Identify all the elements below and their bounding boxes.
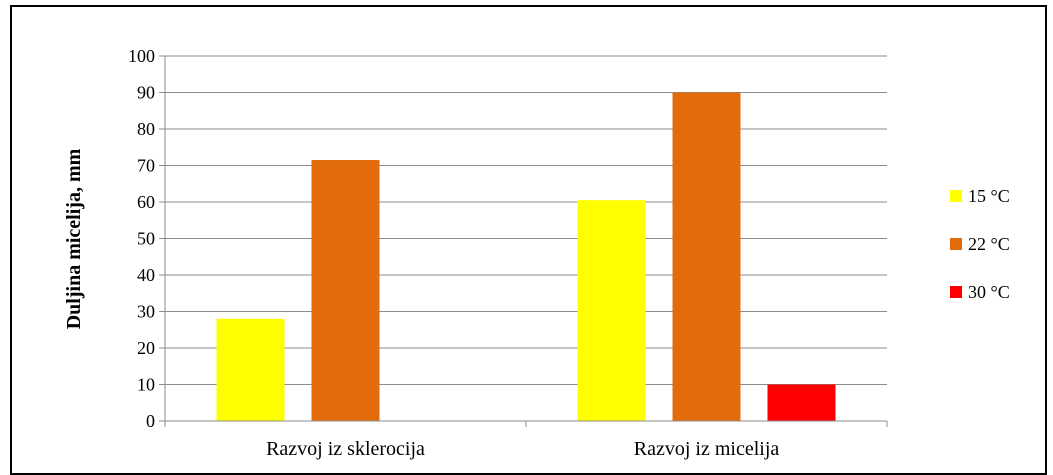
y-tick-label: 30 (137, 302, 155, 322)
legend: 15 °C 22 °C 30 °C (950, 186, 1010, 302)
y-tick-label: 70 (137, 156, 155, 176)
y-tick-label: 60 (137, 192, 155, 212)
x-axis: Razvoj iz sklerocija Razvoj iz micelija (164, 420, 888, 460)
y-tick-label: 80 (137, 119, 155, 139)
y-tick-label: 100 (128, 46, 155, 66)
chart-frame (10, 5, 1047, 475)
x-category-label: Razvoj iz micelija (634, 438, 780, 460)
y-tick-label: 10 (137, 375, 155, 395)
y-tick-label: 40 (137, 265, 155, 285)
legend-label: 22 °C (968, 234, 1010, 254)
y-axis-label: Duljina micelija, mm (63, 148, 85, 329)
y-tick-label: 50 (137, 229, 155, 249)
bars (216, 92, 836, 421)
bar-2-1 (311, 160, 380, 421)
bar-2-2 (672, 92, 741, 421)
y-tick-label: 20 (137, 338, 155, 358)
legend-label: 30 °C (968, 282, 1010, 302)
legend-label: 15 °C (968, 186, 1010, 206)
x-category-label: Razvoj iz sklerocija (266, 438, 425, 460)
gridlines (165, 55, 887, 385)
legend-swatch (950, 286, 962, 298)
bar-1-1 (216, 318, 285, 421)
bar-1-2 (577, 200, 646, 421)
y-tick-label: 90 (137, 83, 155, 103)
y-tick-label: 0 (146, 411, 155, 431)
y-axis: 0 10 20 30 40 50 60 70 80 90 100 (128, 46, 166, 431)
legend-swatch (950, 190, 962, 202)
bar-3-2 (767, 384, 836, 421)
legend-swatch (950, 238, 962, 250)
